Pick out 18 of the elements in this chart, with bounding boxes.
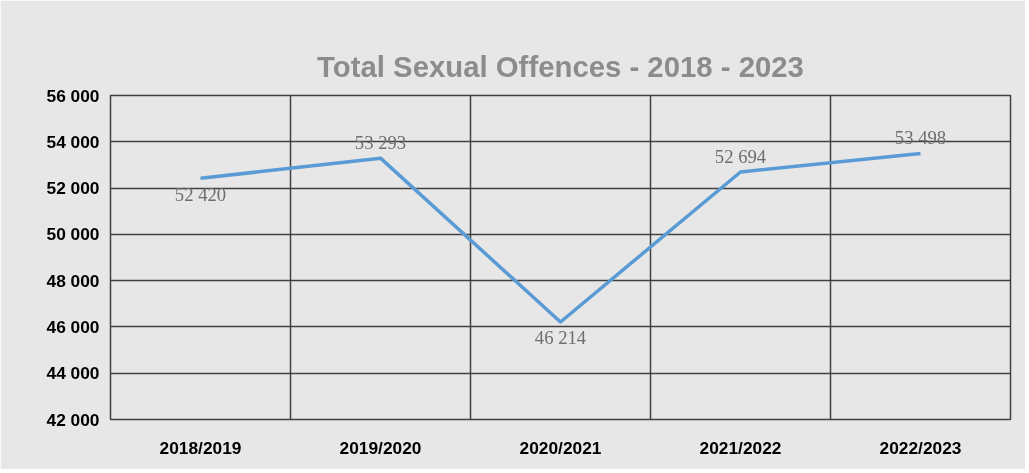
y-tick-label: 54 000 — [46, 131, 100, 152]
y-tick-label: 42 000 — [46, 409, 100, 430]
data-label: 52 694 — [714, 145, 767, 167]
x-tick-label: 2020/2021 — [519, 437, 602, 458]
y-tick-label: 52 000 — [46, 178, 100, 199]
x-tick-label: 2018/2019 — [159, 437, 242, 458]
y-tick-label: 44 000 — [46, 363, 100, 384]
line-series — [198, 151, 923, 324]
x-tick-label: 2022/2023 — [879, 437, 962, 458]
y-tick-label: 56 000 — [46, 85, 100, 106]
x-tick-label: 2019/2020 — [339, 437, 422, 458]
y-tick-label: 48 000 — [46, 270, 100, 291]
y-tick-label: 50 000 — [46, 224, 100, 245]
y-tick-label: 46 000 — [46, 316, 100, 337]
data-label: 46 214 — [534, 327, 587, 349]
data-label: 52 420 — [174, 183, 227, 205]
chart-title: Total Sexual Offences - 2018 - 2023 — [317, 50, 804, 83]
x-tick-label: 2021/2022 — [699, 437, 782, 458]
